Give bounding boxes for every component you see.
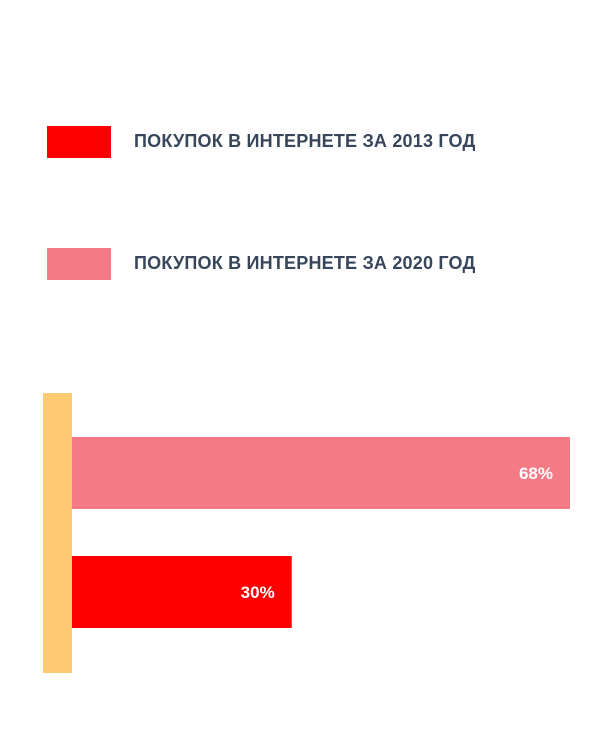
- bar-2020: [72, 437, 570, 509]
- bar-2013: [72, 556, 292, 628]
- legend-swatch-2013: [47, 126, 111, 158]
- legend-label-2013: ПОКУПОК В ИНТЕРНЕТЕ ЗА 2013 ГОД: [134, 131, 476, 151]
- bar-label-2013: 30%: [241, 583, 275, 602]
- category-axis: [43, 393, 72, 673]
- legend-item-2020: ПОКУПОК В ИНТЕРНЕТЕ ЗА 2020 ГОД: [47, 246, 587, 282]
- bar-label-2020: 68%: [519, 464, 553, 483]
- legend-item-2013: ПОКУПОК В ИНТЕРНЕТЕ ЗА 2013 ГОД: [47, 124, 587, 160]
- legend: ПОКУПОК В ИНТЕРНЕТЕ ЗА 2013 ГОД ПОКУПОК …: [47, 124, 587, 282]
- legend-label-2020: ПОКУПОК В ИНТЕРНЕТЕ ЗА 2020 ГОД: [134, 253, 476, 273]
- legend-swatch-2020: [47, 248, 111, 280]
